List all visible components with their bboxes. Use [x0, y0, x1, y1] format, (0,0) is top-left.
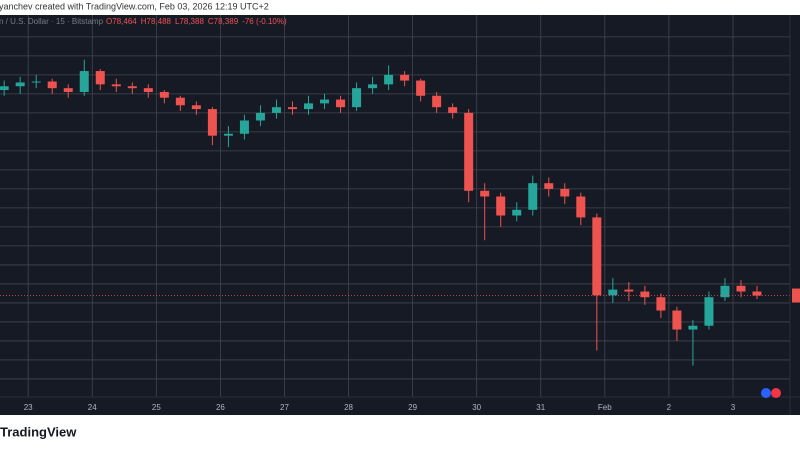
candle-body	[159, 91, 169, 98]
candle-body	[191, 105, 201, 110]
candle-body	[0, 86, 9, 91]
footer-bar	[0, 415, 800, 450]
candle-body	[127, 86, 137, 89]
candle-body	[400, 74, 410, 81]
x-tick-label: 26	[216, 403, 225, 412]
candle-body	[287, 107, 297, 110]
candle-body	[15, 82, 25, 87]
candle-body	[544, 183, 554, 189]
candle-body	[720, 285, 730, 298]
icon	[771, 388, 781, 398]
x-tick-label: 27	[280, 403, 289, 412]
candle-body	[63, 88, 73, 92]
candle-body	[255, 112, 265, 121]
candle-body	[480, 190, 490, 197]
candle-body	[416, 80, 426, 96]
x-tick-label: 23	[24, 403, 33, 412]
candle-body	[47, 81, 57, 89]
legend-close: C78,389	[208, 17, 239, 26]
x-tick-label: Feb	[598, 403, 612, 412]
x-tick-label: 24	[88, 403, 97, 412]
candle-body	[111, 84, 121, 87]
legend: n / U.S. Dollar · 15 · Bitstamp O78,464 H…	[0, 17, 287, 26]
candle-body	[704, 297, 714, 326]
candle-body	[336, 99, 346, 108]
x-tick-label: 25	[152, 403, 161, 412]
x-tick-label: 31	[536, 403, 545, 412]
candle-body	[239, 120, 249, 134]
plot-background	[0, 15, 800, 415]
candle-body	[223, 133, 233, 136]
x-tick-label: 2	[667, 403, 672, 412]
legend-open: O78,464	[106, 17, 137, 26]
candle-body	[320, 99, 330, 104]
candle-body	[624, 289, 634, 292]
candle-body	[432, 95, 442, 108]
last-price-tag	[792, 288, 800, 303]
x-tick-label: 3	[731, 403, 736, 412]
icon	[761, 388, 771, 398]
candle-body	[512, 209, 522, 216]
candle-body	[496, 196, 506, 216]
candle-body	[31, 81, 41, 83]
candle-body	[592, 217, 602, 296]
candle-body	[672, 310, 682, 330]
candle-body	[640, 291, 650, 298]
legend-symbol: n / U.S. Dollar · 15 · Bitstamp	[0, 17, 104, 26]
grid: 23 24 25 26 27 28 29 30 31 Feb 2 3	[0, 15, 790, 412]
candle-body	[207, 109, 217, 136]
candle-body	[352, 88, 362, 108]
candle-body	[608, 289, 618, 296]
candle-body	[688, 325, 698, 330]
candle-body	[175, 97, 185, 106]
candle-body	[528, 183, 538, 210]
x-tick-label: 29	[408, 403, 417, 412]
candle-body	[384, 74, 394, 85]
x-tick-label: 30	[472, 403, 481, 412]
credit: yanchev created with TradingView.com, Fe…	[0, 1, 269, 11]
candle-body	[79, 71, 89, 92]
candle-body	[271, 107, 281, 113]
candle-body	[368, 84, 378, 89]
candle-body	[143, 88, 153, 92]
x-tick-label: 28	[344, 403, 353, 412]
legend-change: -76 (-0.10%)	[242, 17, 287, 26]
candle-body	[752, 291, 762, 296]
candle-body	[560, 188, 570, 197]
candle-body	[304, 103, 314, 110]
legend-low: L78,388	[175, 17, 204, 26]
candle-body	[736, 285, 746, 292]
header-bar	[0, 0, 800, 15]
candle-body	[656, 297, 666, 311]
candle-body	[576, 196, 586, 218]
candle-body	[464, 112, 474, 191]
candle-body	[95, 71, 105, 85]
candles	[0, 59, 800, 366]
candle-body	[448, 107, 458, 113]
brand: TradingView	[0, 424, 77, 439]
legend-high: H78,488	[141, 17, 172, 26]
